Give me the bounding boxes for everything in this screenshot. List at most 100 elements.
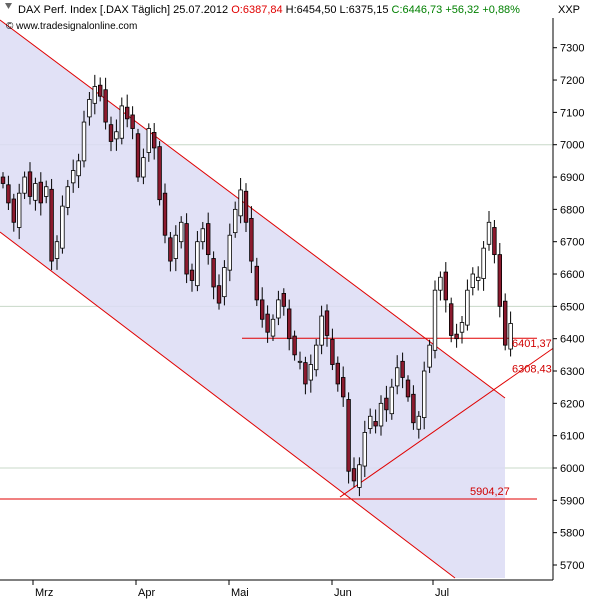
candle <box>286 299 292 351</box>
candle <box>243 183 249 232</box>
candle-body <box>486 221 492 245</box>
candle-body <box>362 432 367 467</box>
candle <box>103 77 108 130</box>
candle-body <box>22 176 27 194</box>
candle-body <box>38 181 43 204</box>
candle <box>340 366 346 407</box>
candle-body <box>11 198 16 223</box>
candle <box>81 110 87 168</box>
candle-body <box>216 285 222 304</box>
candle <box>281 288 286 316</box>
candle <box>357 457 362 497</box>
candle <box>335 356 340 392</box>
candle <box>119 97 124 145</box>
channel-upper-line <box>0 19 506 399</box>
candle-body <box>227 234 232 271</box>
y-tick-label: 7000 <box>560 140 584 152</box>
candle-body <box>33 183 38 201</box>
candle <box>54 235 60 270</box>
candle-body <box>324 310 330 336</box>
candle <box>227 223 232 282</box>
candle-body <box>195 241 200 287</box>
candle-body <box>394 367 400 387</box>
candle-body <box>238 189 243 217</box>
candle <box>232 201 238 238</box>
candle-body <box>135 133 141 178</box>
candle <box>71 159 76 193</box>
x-tick-label: Jun <box>334 587 352 599</box>
candle-body <box>27 171 33 197</box>
candle-body <box>405 379 411 398</box>
candle-body <box>44 186 49 197</box>
y-tick-label: 6600 <box>560 269 584 281</box>
candle-body <box>351 468 357 482</box>
candle-body <box>81 121 87 162</box>
candle <box>292 330 297 361</box>
candle <box>125 94 130 128</box>
candle <box>173 225 178 272</box>
candle <box>22 171 27 200</box>
header-date: 25.07.2012 <box>173 4 228 16</box>
candle <box>416 411 421 439</box>
candle <box>389 378 394 420</box>
candle <box>297 351 303 370</box>
chart-header: DAX Perf. Index [.DAX Täglich] 25.07.201… <box>18 4 520 16</box>
candle-body <box>189 269 195 281</box>
candle <box>438 271 443 301</box>
candle <box>249 206 254 274</box>
candle <box>454 323 459 348</box>
candle <box>222 260 227 306</box>
candle <box>168 231 173 272</box>
candle-body <box>373 421 378 427</box>
candle-body <box>411 393 416 424</box>
candle <box>238 177 243 224</box>
candle <box>98 77 103 102</box>
candle <box>178 216 184 249</box>
candle-body <box>481 247 486 279</box>
candle <box>502 293 508 351</box>
candle <box>427 339 432 373</box>
candles <box>0 74 513 497</box>
candle <box>492 220 497 264</box>
candle-body <box>108 124 114 142</box>
candle-body <box>114 131 119 140</box>
candle <box>497 242 502 318</box>
candle <box>459 316 465 344</box>
y-tick-label: 6700 <box>560 237 584 249</box>
candle-body <box>60 205 65 249</box>
candle <box>135 128 141 182</box>
candle-body <box>6 184 11 204</box>
candle <box>254 257 259 307</box>
candle <box>38 172 43 216</box>
candle-body <box>497 254 502 307</box>
candle-body <box>427 344 432 368</box>
candle <box>146 123 151 162</box>
y-tick-label: 7300 <box>560 43 584 55</box>
candle <box>33 177 38 211</box>
candle <box>141 148 146 185</box>
candle-body <box>141 157 146 178</box>
candle <box>0 172 6 189</box>
y-tick-label: 5900 <box>560 495 584 507</box>
candle <box>108 116 114 152</box>
watermark: © www.tradesignalonline.com <box>6 21 137 32</box>
candle-body <box>249 218 254 262</box>
header-symbol: DAX Perf. Index [.DAX <box>18 4 129 16</box>
candle <box>443 262 448 313</box>
candle-body <box>222 267 227 298</box>
candle <box>373 409 378 434</box>
candle <box>65 179 70 216</box>
header-period: Täglich] <box>132 4 171 16</box>
x-tick-label: Apr <box>138 587 155 599</box>
candle <box>465 279 470 331</box>
candle-body <box>16 192 22 228</box>
candle <box>6 175 11 211</box>
candle-body <box>303 362 308 385</box>
candle <box>330 328 335 371</box>
candle-body <box>400 360 405 378</box>
candle <box>405 375 411 402</box>
candle-body <box>276 299 281 319</box>
candle-body <box>265 313 270 333</box>
candle-body <box>508 323 513 350</box>
candle <box>378 395 384 436</box>
